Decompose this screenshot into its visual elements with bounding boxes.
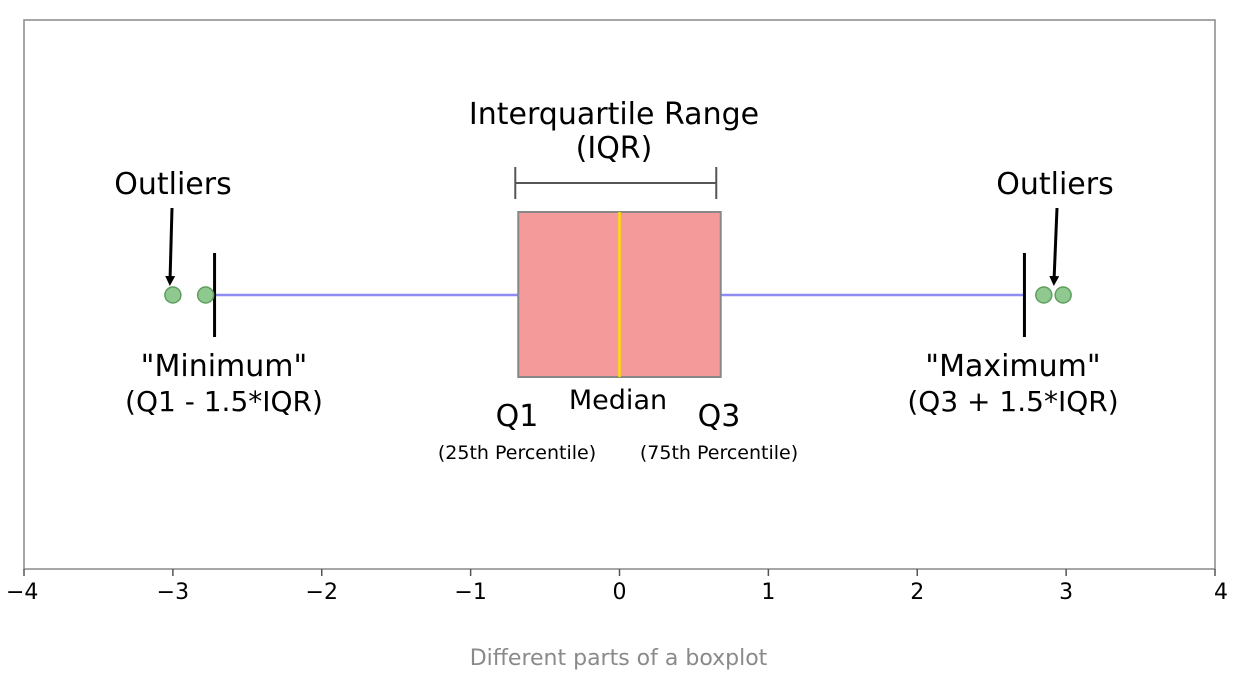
outlier-point: [164, 286, 182, 304]
outliers-label-right: Outliers: [996, 167, 1113, 202]
q1-label: Q1: [496, 399, 539, 434]
x-tick-label: 1: [761, 580, 775, 605]
x-tick-label: 4: [1214, 580, 1228, 605]
x-tick-label: −4: [6, 580, 38, 605]
maximum-label: "Maximum": [925, 349, 1100, 384]
outliers-label-left: Outliers: [114, 167, 231, 202]
outlier-arrow-left: [165, 207, 176, 286]
maximum-formula: (Q3 + 1.5*IQR): [907, 385, 1118, 418]
x-tick-label: −3: [157, 580, 189, 605]
minimum-formula: (Q1 - 1.5*IQR): [125, 385, 323, 418]
x-tick-label: 0: [613, 580, 627, 605]
iqr-bracket: [514, 167, 718, 199]
iqr-title: Interquartile Range: [469, 97, 759, 132]
q3-label: Q3: [698, 399, 741, 434]
outlier-arrow-right: [1049, 207, 1060, 286]
figure-caption: Different parts of a boxplot: [469, 646, 768, 671]
median-label: Median: [569, 385, 667, 416]
x-tick-label: 2: [910, 580, 924, 605]
q1-sublabel: (25th Percentile): [438, 442, 596, 464]
x-tick-label: 3: [1059, 580, 1073, 605]
outlier-point: [1035, 286, 1053, 304]
outlier-point: [196, 286, 215, 304]
outlier-point: [1054, 286, 1072, 304]
x-tick-label: −2: [306, 580, 338, 605]
x-axis: −4 −3 −2 −1 0 1 2 3 4: [6, 569, 1228, 605]
minimum-label: "Minimum": [141, 349, 308, 384]
q3-sublabel: (75th Percentile): [640, 442, 798, 464]
x-tick-label: −1: [454, 580, 486, 605]
iqr-subtitle: (IQR): [576, 131, 653, 166]
